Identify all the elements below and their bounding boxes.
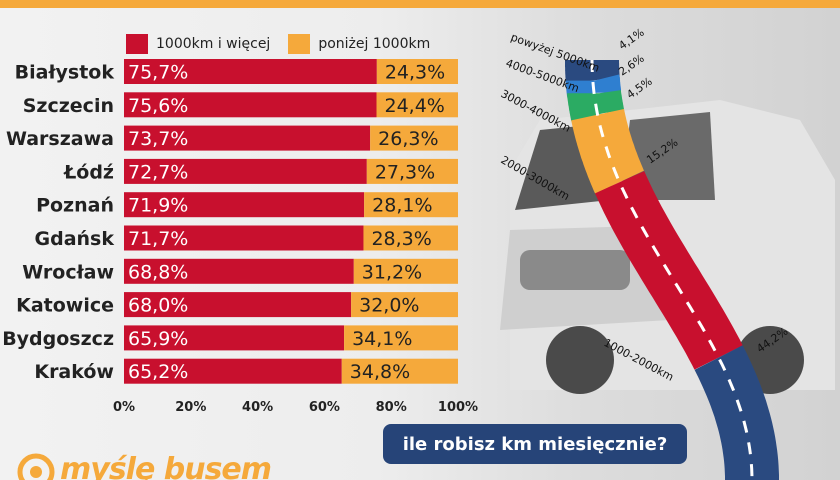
bar-primary [124,125,371,151]
bar-primary [124,358,342,384]
x-tick-label: 100% [438,400,478,415]
bar-secondary [376,59,458,84]
data-label-primary: 65,9% [128,328,188,350]
bar-secondary [366,158,458,184]
x-tick-label: 40% [242,400,273,415]
legend-label-primary: 1000km i więcej [156,36,271,52]
bar-secondary [341,358,458,384]
category-label: Warszawa [6,128,114,150]
category-label: Białystok [15,62,115,84]
data-label-primary: 75,7% [128,62,188,84]
bar-primary [124,258,354,284]
legend-label-secondary: poniżej 1000km [318,36,431,52]
bar-secondary [353,258,458,284]
road-percent-label: 4,1% [616,26,646,53]
bar-secondary [364,192,458,218]
data-label-secondary: 28,3% [371,228,431,250]
category-label: Wrocław [22,261,114,283]
logo-text: myślę busem [60,452,272,480]
bar-primary [124,292,352,318]
x-tick-label: 0% [113,400,135,415]
bar-chart: Białystok 75,7% 24,3% Szczecin 75,6% 24,4% War… [2,59,478,415]
data-label-primary: 72,7% [128,161,188,183]
brand-logo: myślę busem [16,452,326,480]
bar-primary [124,225,364,251]
road-category-label: 2000-3000km [499,153,572,203]
x-tick-label: 80% [376,400,407,415]
road-percent-label: 2,6% [616,52,646,79]
bar-primary [124,59,377,84]
road-segment-below-1000 [694,345,779,480]
bar-secondary [351,292,458,318]
road-percent-label: 4,5% [624,75,654,102]
data-label-primary: 65,2% [128,361,188,383]
data-label-secondary: 26,3% [378,128,438,150]
category-label: Katowice [16,295,114,317]
data-label-secondary: 32,0% [359,295,419,317]
category-label: Szczecin [23,95,114,117]
legend-swatch-primary [126,34,148,54]
legend-item-secondary: poniżej 1000km [288,34,430,54]
road-category-label: 1000-2000km [602,336,676,384]
road-percent-label: 44,2% [754,325,790,356]
category-label: Gdańsk [35,228,115,250]
data-label-primary: 75,6% [128,95,188,117]
road-category-label: 3000-4000km [499,87,573,135]
question-text: ile robisz km miesięcznie? [402,433,668,455]
bar-primary [124,325,345,351]
location-pin-icon [17,453,55,480]
data-label-secondary: 31,2% [362,261,422,283]
bar-secondary [344,325,458,351]
road-center-line [590,59,754,480]
x-tick-label: 60% [309,400,340,415]
data-label-secondary: 27,3% [375,161,435,183]
data-label-secondary: 28,1% [372,195,432,217]
data-label-secondary: 24,3% [385,62,445,84]
data-label-secondary: 34,1% [352,328,412,350]
bar-primary [124,158,367,184]
chart-legend: 1000km i więcej poniżej 1000km [126,34,448,54]
category-label: Kraków [34,361,114,383]
category-label: Poznań [36,195,114,217]
legend-item-primary: 1000km i więcej [126,34,270,54]
data-label-primary: 68,8% [128,261,188,283]
x-tick-label: 20% [175,400,206,415]
bar-secondary [370,125,458,151]
data-label-primary: 71,7% [128,228,188,250]
question-badge: ile robisz km miesięcznie? [383,424,687,464]
data-label-primary: 68,0% [128,295,188,317]
bar-secondary [363,225,458,251]
bar-primary [124,92,377,118]
category-label: Bydgoszcz [2,328,114,350]
road-percent-label: 15,2% [644,136,680,167]
category-label: Łódź [63,161,114,183]
top-accent-band [0,0,840,8]
bar-secondary [376,92,458,118]
data-label-secondary: 34,8% [350,361,410,383]
bar-primary [124,192,365,218]
legend-swatch-secondary [288,34,311,54]
data-label-primary: 73,7% [128,128,188,150]
data-label-primary: 71,9% [128,195,188,217]
data-label-secondary: 24,4% [385,95,445,117]
